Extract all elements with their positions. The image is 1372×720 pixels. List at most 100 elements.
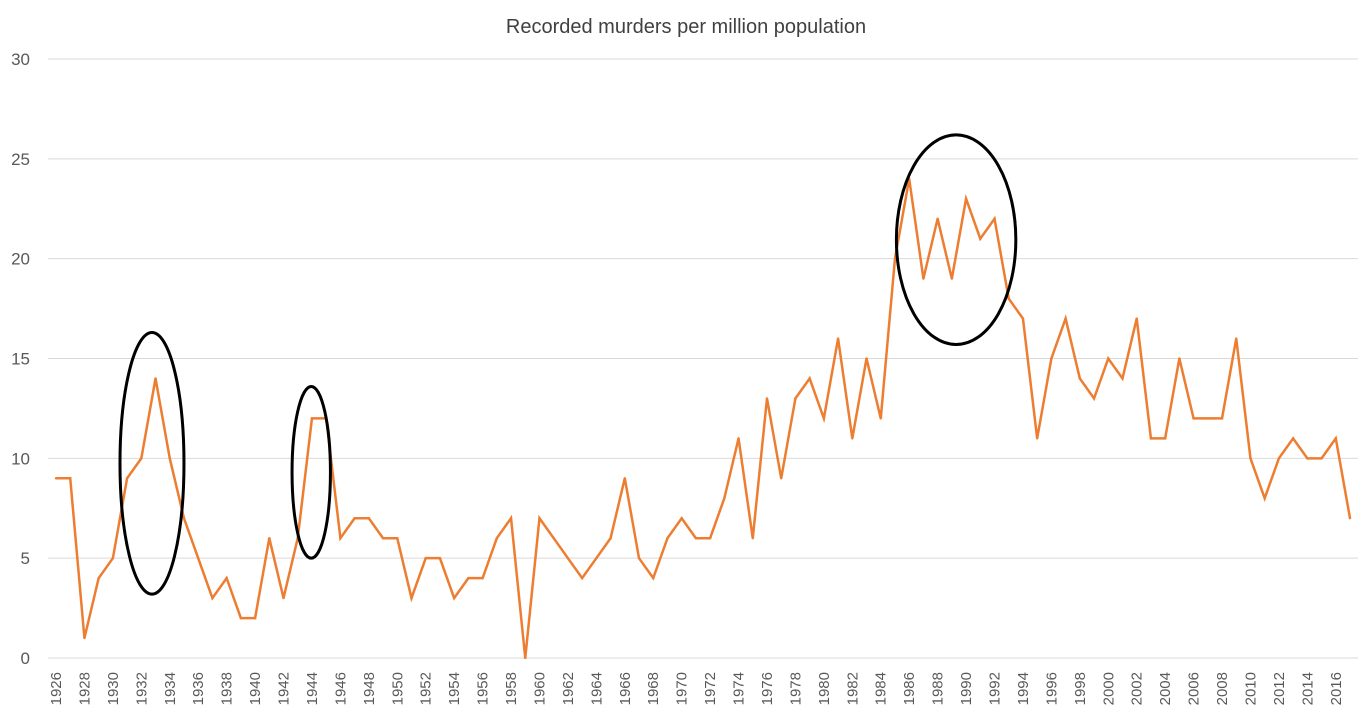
x-tick-label: 2016 <box>1328 672 1345 705</box>
x-tick-label: 1998 <box>1072 672 1089 705</box>
data-point-1963 <box>580 576 584 580</box>
data-point-1985 <box>893 257 897 260</box>
data-point-1951 <box>410 596 413 600</box>
annotation-layer <box>118 133 1018 596</box>
data-point-2011 <box>1263 497 1266 500</box>
data-point-1977 <box>780 477 783 480</box>
data-point-1959 <box>524 656 527 660</box>
data-point-2007 <box>1206 417 1210 420</box>
data-point-2002 <box>1135 317 1138 320</box>
data-point-2000 <box>1107 357 1110 360</box>
data-point-1948 <box>367 517 371 520</box>
data-point-1996 <box>1050 357 1053 360</box>
x-tick-label: 1944 <box>304 672 321 705</box>
x-tick-label: 1932 <box>133 672 150 705</box>
data-point-1932 <box>140 457 143 460</box>
data-point-2013 <box>1291 437 1295 440</box>
data-point-1964 <box>595 556 598 560</box>
data-point-1967 <box>637 556 641 560</box>
data-point-1981 <box>836 337 840 340</box>
data-point-1984 <box>879 417 882 420</box>
data-point-1973 <box>723 497 726 500</box>
y-tick-label: 15 <box>11 350 30 369</box>
data-point-1970 <box>680 517 683 520</box>
series-layer <box>54 177 1352 660</box>
data-point-1968 <box>652 576 655 580</box>
x-tick-label: 2012 <box>1271 672 1288 705</box>
data-point-1975 <box>751 537 754 540</box>
x-tick-label: 1984 <box>873 672 890 705</box>
y-tick-label: 0 <box>21 649 30 668</box>
data-point-1979 <box>808 377 811 380</box>
data-point-1930 <box>111 556 115 560</box>
data-point-1997 <box>1064 317 1067 320</box>
annotation-ellipse-3 <box>894 133 1018 347</box>
x-tick-label: 1992 <box>987 672 1004 705</box>
data-point-1971 <box>694 537 698 540</box>
data-point-1957 <box>495 537 499 540</box>
data-point-1962 <box>566 556 570 560</box>
x-tick-label: 1974 <box>731 672 748 705</box>
data-point-1933 <box>154 377 157 380</box>
data-point-1953 <box>438 556 442 560</box>
data-point-2009 <box>1235 337 1238 340</box>
data-point-1942 <box>282 596 285 600</box>
data-point-1954 <box>452 596 456 600</box>
x-tick-label: 2008 <box>1214 672 1231 705</box>
x-tick-label: 1994 <box>1015 672 1032 705</box>
data-point-1927 <box>69 477 72 480</box>
x-tick-label: 1962 <box>560 672 577 705</box>
y-tick-label: 30 <box>11 50 30 69</box>
data-point-1941 <box>268 537 271 540</box>
data-point-1972 <box>708 537 712 540</box>
x-tick-label: 2006 <box>1186 672 1203 705</box>
x-tick-label: 1952 <box>418 672 435 705</box>
data-point-1938 <box>225 576 228 580</box>
data-point-1944 <box>310 417 314 420</box>
data-point-1966 <box>623 477 626 480</box>
x-tick-label: 2010 <box>1242 672 1259 705</box>
data-point-1931 <box>125 477 129 480</box>
x-tick-label: 2002 <box>1129 672 1146 705</box>
x-tick-label: 1970 <box>674 672 691 705</box>
data-point-1992 <box>993 217 996 220</box>
data-point-1980 <box>822 417 826 420</box>
data-point-1978 <box>794 397 797 400</box>
data-point-1926 <box>54 477 58 480</box>
x-tick-label: 1960 <box>531 672 548 705</box>
x-tick-label: 1988 <box>930 672 947 705</box>
data-point-1939 <box>239 616 243 620</box>
data-point-1976 <box>765 397 769 400</box>
x-axis-ticks: 1926 1928 1930 1932 1934 1936 1938 1940 1942 1944… <box>48 672 1345 705</box>
data-point-1960 <box>538 517 541 520</box>
data-point-1940 <box>253 616 257 620</box>
data-point-1993 <box>1007 297 1010 300</box>
y-tick-label: 10 <box>11 449 30 468</box>
y-tick-label: 5 <box>21 549 30 568</box>
annotation-ellipse-2 <box>290 384 332 560</box>
data-point-1947 <box>353 517 356 520</box>
x-tick-label: 1948 <box>361 672 378 705</box>
x-tick-label: 1980 <box>816 672 833 705</box>
x-tick-label: 1936 <box>190 672 207 705</box>
data-point-1952 <box>424 556 427 560</box>
data-point-1999 <box>1092 397 1096 400</box>
data-point-1969 <box>666 537 669 540</box>
data-point-2001 <box>1121 377 1124 380</box>
x-tick-label: 1942 <box>276 672 293 705</box>
data-point-2017 <box>1348 517 1352 520</box>
data-point-1991 <box>979 237 982 240</box>
x-tick-label: 2004 <box>1157 672 1174 705</box>
data-point-2010 <box>1249 457 1252 460</box>
x-tick-label: 1972 <box>702 672 719 705</box>
x-tick-label: 1964 <box>588 672 605 705</box>
data-point-1936 <box>196 556 200 560</box>
chart-title: Recorded murders per million population <box>506 16 866 38</box>
data-point-2008 <box>1220 417 1224 420</box>
data-point-1983 <box>865 357 868 360</box>
data-point-2006 <box>1192 417 1195 420</box>
x-tick-label: 1926 <box>48 672 65 705</box>
gridlines <box>48 58 1358 659</box>
data-point-1995 <box>1035 437 1039 440</box>
data-point-1988 <box>936 217 939 220</box>
